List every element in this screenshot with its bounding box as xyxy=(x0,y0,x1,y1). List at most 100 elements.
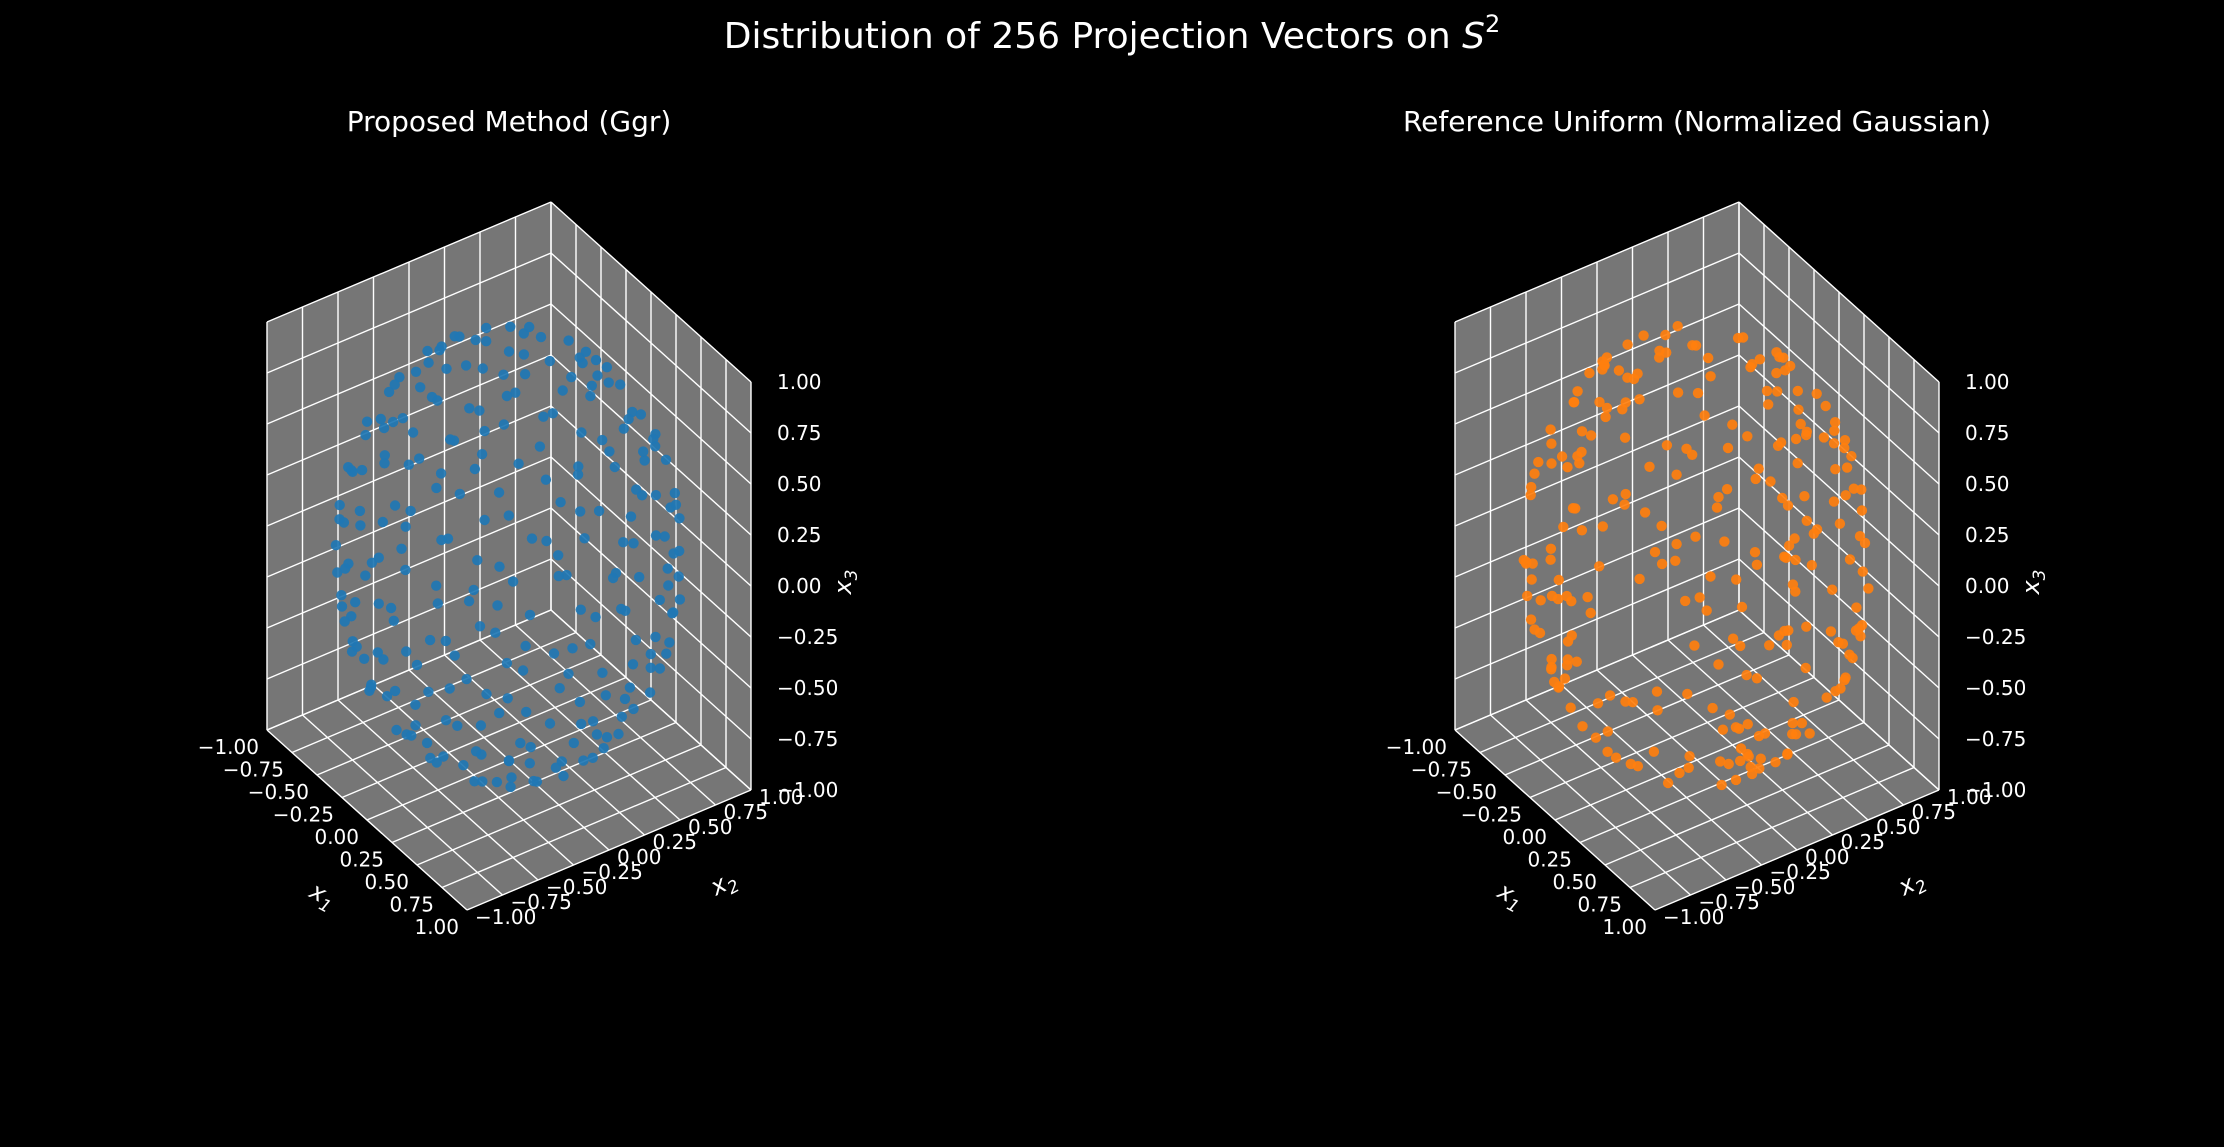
scatter-point xyxy=(400,564,411,576)
scatter-point xyxy=(1649,546,1661,558)
scatter-point xyxy=(597,434,608,446)
scatter-point xyxy=(1859,537,1871,549)
scatter-point xyxy=(1622,339,1633,350)
scatter-point xyxy=(441,363,452,374)
scatter-point xyxy=(1634,394,1645,405)
scatter-point xyxy=(624,682,636,693)
scatter-point xyxy=(383,386,395,398)
scatter-point xyxy=(1754,763,1765,774)
panel-proposed-method: Proposed Method (Ggr) −1.00−0.75−0.50−0.… xyxy=(198,105,862,939)
scatter-point xyxy=(593,505,605,517)
figure-title: Distribution of 256 Projection Vectors o… xyxy=(724,10,1501,57)
scatter-point xyxy=(1827,584,1838,595)
scatter-point xyxy=(1590,732,1602,743)
scatter-point xyxy=(350,597,361,608)
scatter-point xyxy=(1774,351,1785,363)
scatter-point xyxy=(415,382,426,393)
scatter-point xyxy=(535,331,547,343)
grid-line-floor-y xyxy=(444,654,645,836)
grid-line-floor-x xyxy=(1654,789,1940,911)
scatter-point xyxy=(1617,404,1628,415)
grid-line-left-z xyxy=(1454,303,1740,425)
scatter-point xyxy=(634,571,645,583)
scatter-point xyxy=(406,730,417,741)
scatter-point xyxy=(592,370,603,381)
scatter-point xyxy=(1749,547,1761,558)
scatter-point xyxy=(339,616,350,627)
scatter-point xyxy=(1689,640,1700,651)
scatter-point xyxy=(1546,438,1557,449)
scatter-point xyxy=(1703,352,1714,364)
scatter-point xyxy=(1790,554,1801,566)
x-tick-label: 0.50 xyxy=(1552,870,1597,894)
scatter-point xyxy=(503,510,514,521)
scatter-point xyxy=(660,454,672,465)
scatter-point xyxy=(356,464,368,476)
scatter-point xyxy=(1788,696,1799,708)
y-tick-label: −0.75 xyxy=(511,890,572,914)
scatter-point xyxy=(580,346,592,357)
scatter-point xyxy=(336,601,348,612)
scatter-point xyxy=(630,634,642,646)
y-tick-label: 0.75 xyxy=(1912,800,1957,824)
scatter-point xyxy=(568,737,579,749)
scatter-point xyxy=(1719,536,1730,547)
scatter-point xyxy=(1825,626,1837,637)
scatter-point xyxy=(481,336,492,347)
scatter-point xyxy=(1820,400,1831,412)
scatter-point xyxy=(575,506,586,517)
scatter-point xyxy=(538,411,549,422)
scatter-point xyxy=(505,781,516,793)
scatter-point xyxy=(1518,554,1530,566)
scatter-point xyxy=(1754,354,1766,365)
y-tick-label: 0.50 xyxy=(1876,815,1921,839)
x-tick-label: 0.75 xyxy=(389,893,434,917)
scatter-point xyxy=(491,776,503,788)
scatter-point xyxy=(1834,518,1846,529)
scatter-point xyxy=(1619,432,1631,443)
scatter-point xyxy=(1717,724,1729,735)
scatter-point xyxy=(1800,662,1811,674)
panel-reference-uniform: Reference Uniform (Normalized Gaussian) … xyxy=(1386,105,2050,939)
scatter-point xyxy=(587,716,599,727)
scatter-point xyxy=(548,648,560,659)
scatter-point xyxy=(472,555,483,566)
scatter-point xyxy=(1638,330,1649,341)
scatter-point xyxy=(1670,555,1681,566)
scatter-point xyxy=(410,720,421,731)
figure-title-superscript: 2 xyxy=(1485,10,1500,38)
scatter-point xyxy=(1682,688,1693,700)
scatter-point xyxy=(1529,624,1540,635)
scatter-point xyxy=(1671,538,1682,550)
scatter-point xyxy=(476,749,487,760)
scatter-point xyxy=(401,646,412,657)
scatter-point xyxy=(1656,520,1667,532)
grid-line-floor-x xyxy=(1604,744,1890,866)
scatter-point xyxy=(590,611,601,623)
scatter-point xyxy=(668,607,679,618)
scatter-point xyxy=(394,372,405,383)
x-tick-label: −0.75 xyxy=(223,758,284,782)
scatter-point xyxy=(1753,463,1764,474)
scatter-point xyxy=(1796,717,1808,729)
scatter-point xyxy=(431,757,442,768)
scatter-point xyxy=(387,416,399,428)
z-tick-label: 1.00 xyxy=(1965,370,2010,394)
scatter-point xyxy=(332,567,343,578)
scatter-point xyxy=(1604,690,1616,701)
scatter-point xyxy=(575,604,586,615)
scatter-point xyxy=(396,543,407,554)
scatter-point xyxy=(481,322,492,334)
x-tick-label: −0.25 xyxy=(1461,803,1522,827)
scatter-point xyxy=(544,718,556,729)
z-tick-label: −1.00 xyxy=(1965,778,2026,802)
y-tick-label: 1.00 xyxy=(1947,785,1992,809)
scatter-point xyxy=(1600,411,1611,423)
scatter-point xyxy=(674,594,686,605)
scatter-point xyxy=(1745,761,1756,773)
grid-line-left-z xyxy=(1454,354,1740,476)
scatter-point xyxy=(351,641,362,652)
scatter-point xyxy=(1597,521,1609,532)
scatter-point xyxy=(1751,673,1763,684)
x-tick-label: 0.50 xyxy=(364,870,409,894)
